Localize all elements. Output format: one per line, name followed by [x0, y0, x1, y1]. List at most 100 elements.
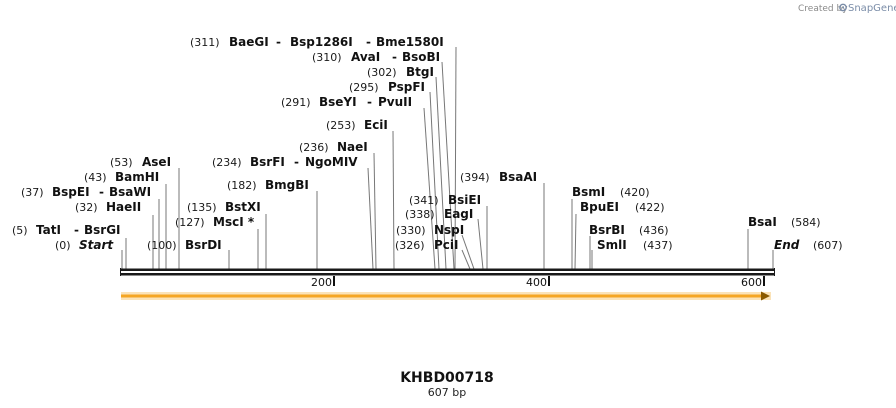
backbone-top-strand: [120, 268, 775, 271]
leader-btgi: [435, 76, 447, 270]
ruler-label-200: 200: [311, 276, 332, 289]
site-pos: (234): [212, 156, 242, 169]
site-pos: (100): [147, 239, 177, 252]
site-separator: -: [366, 35, 371, 49]
site-labels: (311) BaeGI - Bsp1286I - Bme1580I (310) …: [12, 35, 843, 252]
ruler-tick-600: [763, 276, 765, 286]
site-name[interactable]: SmlI: [597, 238, 627, 252]
leader-eagi: [477, 218, 484, 270]
site-pos: (420): [620, 186, 650, 199]
site-pos: (330): [396, 224, 426, 237]
site-name[interactable]: EagI: [444, 207, 473, 221]
snapgene-logo-icon: [839, 3, 847, 12]
site-pos: (5): [12, 224, 28, 237]
ruler-tick-400: [548, 276, 550, 286]
ruler-label-400: 400: [526, 276, 547, 289]
leader-baegi: [454, 46, 457, 270]
site-pos: (338): [405, 208, 435, 221]
end-label: End: [774, 238, 800, 252]
ruler-tick-200: [333, 276, 335, 286]
start-pos: (0): [55, 239, 71, 252]
site-name[interactable]: BsrDI: [185, 238, 222, 252]
site-pos: (584): [791, 216, 821, 229]
site-separator: -: [367, 95, 372, 109]
site-pos: (422): [635, 201, 665, 214]
site-name[interactable]: HaeII: [106, 200, 141, 214]
feature-arrow[interactable]: [121, 291, 771, 301]
site-name[interactable]: AseI: [142, 155, 171, 169]
site-name[interactable]: TatI: [36, 223, 61, 237]
site-pos: (310): [312, 51, 342, 64]
site-pos: (127): [175, 216, 205, 229]
site-name[interactable]: NspI: [434, 223, 464, 237]
site-pos: (32): [75, 201, 98, 214]
site-name[interactable]: BsoBI: [402, 50, 440, 64]
ruler-label-600: 600: [741, 276, 762, 289]
site-name[interactable]: NaeI: [337, 140, 368, 154]
site-name[interactable]: BsiEI: [448, 193, 481, 207]
leader-pcii: [461, 249, 471, 270]
leader-bseyi: [423, 107, 436, 270]
site-pos: (182): [227, 179, 257, 192]
leader-bpuei: [574, 213, 577, 270]
site-name[interactable]: EciI: [364, 118, 388, 132]
site-name[interactable]: PciI: [434, 238, 459, 252]
backbone-bottom-strand: [120, 273, 775, 276]
site-separator: -: [294, 155, 299, 169]
site-name[interactable]: Bme1580I: [376, 35, 444, 49]
site-name[interactable]: BsrBI: [589, 223, 625, 237]
site-pos: (326): [395, 239, 425, 252]
leader-avai: [441, 61, 455, 270]
site-separator: -: [74, 223, 79, 237]
leader-nspi: [461, 234, 475, 270]
site-pos: (135): [187, 201, 217, 214]
leader-naei: [373, 152, 377, 270]
site-name[interactable]: BsmI: [572, 185, 605, 199]
site-name[interactable]: NgoMIV: [305, 155, 358, 169]
site-pos: (295): [349, 81, 379, 94]
site-name[interactable]: BsaI: [748, 215, 777, 229]
site-separator: -: [276, 35, 281, 49]
site-name[interactable]: BsaAI: [499, 170, 537, 184]
site-name[interactable]: BsrFI: [250, 155, 285, 169]
site-name[interactable]: MscI *: [213, 215, 255, 229]
ruler: 200 400 600: [311, 276, 765, 289]
site-pos: (236): [299, 141, 329, 154]
site-name[interactable]: BmgBI: [265, 178, 309, 192]
map-length: 607 bp: [428, 386, 466, 399]
site-name[interactable]: BamHI: [115, 170, 159, 184]
site-name[interactable]: BsrGI: [84, 223, 121, 237]
map-title: KHBD00718: [400, 370, 494, 386]
site-pos: (311): [190, 36, 220, 49]
credit-prefix: Created by: [798, 4, 848, 14]
site-pos: (37): [21, 186, 44, 199]
leader-pspfi: [429, 91, 440, 270]
site-name[interactable]: BaeGI: [229, 35, 269, 49]
leader-bsrfi: [367, 167, 374, 270]
site-pos: (436): [639, 224, 669, 237]
site-name[interactable]: AvaI: [351, 50, 380, 64]
site-separator: -: [99, 185, 104, 199]
leader-lines: [121, 46, 774, 270]
site-name[interactable]: BseYI: [319, 95, 357, 109]
site-name[interactable]: Bsp1286I: [290, 35, 353, 49]
site-pos: (53): [110, 156, 133, 169]
site-separator: -: [392, 50, 397, 64]
site-name[interactable]: BpuEI: [580, 200, 619, 214]
site-name[interactable]: BsaWI: [109, 185, 151, 199]
start-label: Start: [79, 238, 114, 252]
site-pos: (43): [84, 171, 107, 184]
end-pos: (607): [813, 239, 843, 252]
site-name[interactable]: BspEI: [52, 185, 90, 199]
site-name[interactable]: PvuII: [378, 95, 412, 109]
site-name[interactable]: PspFI: [388, 80, 425, 94]
site-pos: (253): [326, 119, 356, 132]
site-pos: (341): [409, 194, 439, 207]
site-name[interactable]: BtgI: [406, 65, 434, 79]
site-pos: (291): [281, 96, 311, 109]
credit-brand: SnapGene: [848, 3, 896, 14]
leader-ecii: [392, 130, 395, 270]
site-name[interactable]: BstXI: [225, 200, 261, 214]
site-pos: (437): [643, 239, 673, 252]
